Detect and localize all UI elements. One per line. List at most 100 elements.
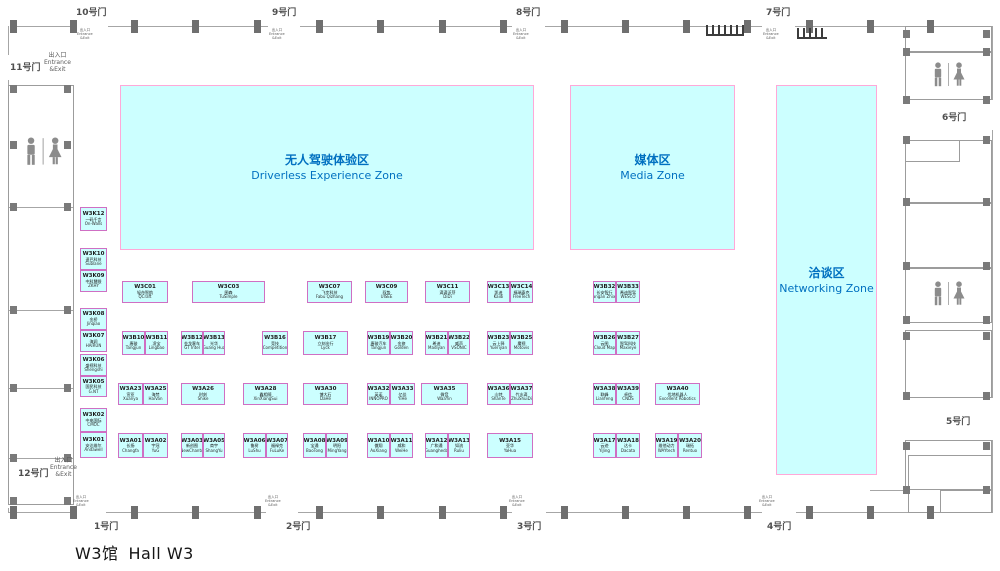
booth-W3A40[interactable]: W3A40 优地机器人 Excellent Robotics: [655, 383, 700, 405]
booth-W3A25[interactable]: W3A25 海梵 HaiVan: [143, 383, 168, 405]
booth-W3A23[interactable]: W3A23 宣亚 Xuanya: [118, 383, 143, 405]
booth-W3A28[interactable]: W3A28 鑫相随 XinXiangSui: [243, 383, 288, 405]
booth-W3K02[interactable]: W3K02 中电国际 CMOC: [80, 408, 107, 432]
entrance-exit-label: 出入口 Entrance &Exit: [759, 495, 775, 508]
booth-W3K06[interactable]: W3K06 盛视科技 Shengshi: [80, 354, 107, 376]
booth-W3B22[interactable]: W3B22 威声 VSONIC: [448, 331, 470, 355]
restroom-icons: [931, 281, 967, 311]
booth-W3B13[interactable]: W3B13 光华 Guang Hua: [203, 331, 225, 355]
pillar: [70, 506, 77, 519]
restroom-icons: [931, 62, 967, 92]
pillar: [500, 20, 507, 33]
booth-W3A20[interactable]: W3A20 瑞拓 Rentuo: [678, 433, 702, 458]
booth-name-cn: 微音: [440, 391, 449, 397]
pillar: [903, 96, 910, 104]
booth-W3C11[interactable]: W3C11 滴滴沃芽 DiDi: [425, 281, 470, 303]
booth-W3A30[interactable]: W3A30 博大石 DaHe: [303, 383, 348, 405]
booth-W3A09[interactable]: W3A09 明阳 MingYang: [326, 433, 348, 458]
booth-W3A13[interactable]: W3A13 如流 Ruliu: [448, 433, 470, 458]
booth-code: W3A07: [266, 437, 288, 444]
booth-W3A35[interactable]: W3A35 微音 WaaYin: [421, 383, 468, 405]
pillar: [64, 85, 71, 93]
booth-W3B17[interactable]: W3B17 立刻出行 Lyck: [303, 331, 348, 355]
booth-name-cn: 山特: [494, 391, 503, 397]
booth-W3A37[interactable]: W3A37 竹水滴 ZhuShuiDi: [510, 383, 533, 405]
booth-W3A06[interactable]: W3A06 鲁树 LuShu: [243, 433, 266, 458]
zone-media[interactable]: 媒体区 Media Zone: [570, 85, 735, 250]
female-icon: [953, 62, 965, 86]
booth-W3K10[interactable]: W3K10 速巴科技 Sublane: [80, 248, 107, 270]
booth-W3C07[interactable]: W3C07 飞步科技 Fabu Qizhang: [307, 281, 352, 303]
booth-code: W3C01: [134, 284, 156, 291]
booth-W3A39[interactable]: W3A39 卓信 CNDS: [616, 383, 640, 405]
booth-W3A26[interactable]: W3A26 时刻 Shike: [181, 383, 225, 405]
booth-W3K01[interactable]: W3K01 安达维尔 Andawell: [80, 432, 107, 458]
booth-name-en: Ruliu: [454, 447, 464, 453]
booth-W3K09[interactable]: W3K09 中科慧眼 ZKHY: [80, 270, 107, 292]
booth-name-cn: 长安智行: [596, 289, 613, 295]
booth-W3C09[interactable]: W3C09 驭势 UISEE: [365, 281, 408, 303]
booth-W3C14[interactable]: W3C14 福瑞泰克 FreeTech: [510, 281, 533, 303]
pillar: [64, 384, 71, 392]
booth-W3B23[interactable]: W3B23 云上驿 Yueriyan: [487, 331, 510, 355]
booth-code: W3A33: [391, 386, 414, 393]
booth-W3A08[interactable]: W3A08 宝通 BaoTong: [303, 433, 326, 458]
booth-W3B12[interactable]: W3B12 金龙客车 GT Intel: [181, 331, 203, 355]
booth-W3A38[interactable]: W3A38 联峰 Lianfeng: [593, 383, 616, 405]
zone-driverless[interactable]: 无人驾驶体验区 Driverless Experience Zone: [120, 85, 534, 250]
booth-W3B25[interactable]: W3B25 魔视 Motovis: [510, 331, 533, 355]
entrance-exit-label: 出入口 Entrance &Exit: [44, 52, 71, 73]
booth-W3B16[interactable]: W3B16 竞技 Competition: [262, 331, 288, 355]
booth-W3A12[interactable]: W3A12 广和通 Guangheda: [425, 433, 448, 458]
booth-W3A01[interactable]: W3A01 长扬 Changfa: [118, 433, 143, 458]
booth-W3B21[interactable]: W3B21 希迪 Madiyan: [425, 331, 448, 355]
booth-code: W3K12: [82, 211, 105, 218]
booth-W3B10[interactable]: W3B10 唐骏 Tangjun: [122, 331, 145, 355]
booth-W3B26[interactable]: W3B26 云图 Cloud Map: [593, 331, 616, 355]
booth-name-en: Cloud Map: [593, 345, 616, 351]
booth-code: W3A36: [487, 386, 510, 393]
gate-label-10: 10号门: [76, 8, 107, 18]
booth-W3A33[interactable]: W3A33 亿佳 YiHe: [390, 383, 415, 405]
booth-W3C01[interactable]: W3C01 轻舟智航 QCraft: [122, 281, 168, 303]
booth-name-cn: 商宇: [210, 443, 218, 449]
booth-W3A15[interactable]: W3A15 亚华 YaHua: [487, 433, 533, 458]
booth-W3K07[interactable]: W3K07 海润 HAIRUN: [80, 330, 107, 352]
female-icon: [953, 281, 965, 305]
booth-W3C03[interactable]: W3C03 图森 TuSimple: [192, 281, 265, 303]
booth-W3B19[interactable]: W3B19 唐骏汽车 Tangjun: [367, 331, 390, 355]
booth-W3B27[interactable]: W3B27 智驾科技 Maxieye: [616, 331, 640, 355]
booth-W3A17[interactable]: W3A17 云迹 YiJing: [593, 433, 616, 458]
booth-W3K05[interactable]: W3K05 国民科技 G.NT: [80, 376, 107, 397]
booth-W3B11[interactable]: W3B11 凌宝 Lingbao: [145, 331, 168, 355]
zone-networking[interactable]: 洽谈区 Networking Zone: [776, 85, 877, 475]
booth-code: W3B25: [510, 335, 533, 342]
booth-W3C13[interactable]: W3C13 凯迪 Kaidi: [487, 281, 510, 303]
booth-name-cn: 鑫相随: [259, 391, 272, 397]
booth-name-cn: 威和: [397, 443, 406, 449]
booth-code: W3A15: [499, 437, 521, 444]
pillar: [983, 48, 990, 56]
pillar: [983, 442, 990, 450]
booth-W3A03[interactable]: W3A03 新创图 NewChantu: [181, 433, 203, 458]
booth-W3K12[interactable]: W3K12 一码千言 On-Walls: [80, 207, 107, 231]
booth-W3A19[interactable]: W3A19 维他动力 WAYtech: [655, 433, 678, 458]
booth-W3A07[interactable]: W3A07 福禄克 FuLuKe: [266, 433, 288, 458]
pillar: [131, 20, 138, 33]
booth-W3A10[interactable]: W3A10 傲翔 AoXiang: [367, 433, 390, 458]
booth-name-cn: 魔视: [517, 340, 526, 346]
booth-name-en: Rentuo: [682, 447, 698, 453]
booth-W3B20[interactable]: W3B20 金旅 Golden: [390, 331, 413, 355]
pillar: [254, 20, 261, 33]
booth-W3B33[interactable]: W3B33 希迪智驾 WESCO: [616, 281, 640, 303]
booth-W3A18[interactable]: W3A18 达卡 Dacata: [616, 433, 640, 458]
booth-W3A05[interactable]: W3A05 商宇 ShangYu: [203, 433, 225, 458]
booth-W3A02[interactable]: W3A02 宇冠 YuG: [143, 433, 168, 458]
booth-name-en: DiDi: [443, 294, 452, 300]
booth-W3A32[interactable]: W3A32 英诺 INNOPRO: [367, 383, 390, 405]
booth-W3K08[interactable]: W3K08 金桥 Jinqiao: [80, 308, 107, 330]
booth-W3A11[interactable]: W3A11 威和 WeiHe: [390, 433, 413, 458]
booth-W3B32[interactable]: W3B32长安智行Zhangan Zhixing: [593, 281, 616, 303]
booth-name-en: Motovis: [513, 345, 530, 351]
booth-W3A36[interactable]: W3A36 山特 ShanTe: [487, 383, 510, 405]
